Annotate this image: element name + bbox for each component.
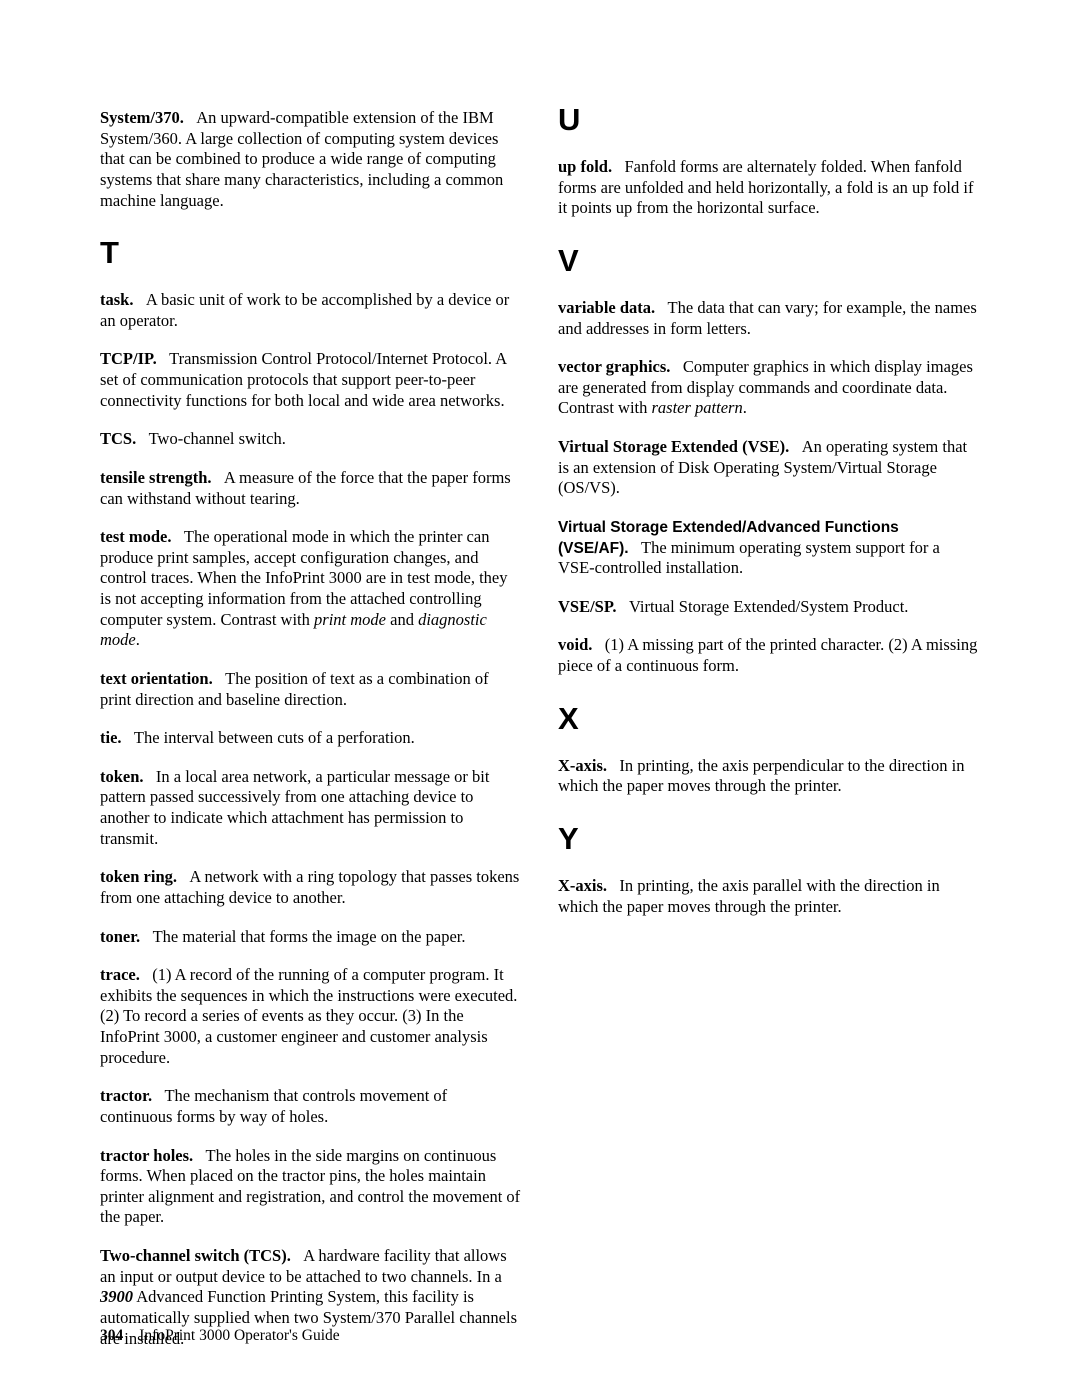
glossary-entry: token. In a local area network, a partic… [100,767,522,850]
term-line: Virtual Storage Extended/Advanced Functi… [558,519,899,536]
definition: The mechanism that controls movement of … [100,1086,447,1126]
section-letter-t: T [100,237,522,268]
glossary-entry: up fold. Fanfold forms are alternately f… [558,157,980,219]
glossary-entry: vector graphics. Computer graphics in wh… [558,357,980,419]
term: Two-channel switch (TCS). [100,1246,291,1265]
definition: A basic unit of work to be accomplished … [100,290,509,330]
glossary-entry: void. (1) A missing part of the printed … [558,635,980,676]
definition: In printing, the axis parallel with the … [558,876,940,916]
section-letter-v: V [558,245,980,276]
glossary-entry: tractor. The mechanism that controls mov… [100,1086,522,1127]
definition: (1) A record of the running of a compute… [100,965,517,1067]
glossary-entry: token ring. A network with a ring topolo… [100,867,522,908]
term: void. [558,635,592,654]
term: trace. [100,965,140,984]
glossary-entry: toner. The material that forms the image… [100,927,522,948]
term: tensile strength. [100,468,212,487]
definition: The material that forms the image on the… [153,927,466,946]
glossary-entry: test mode. The operational mode in which… [100,527,522,651]
glossary-entry: tie. The interval between cuts of a perf… [100,728,522,749]
columns: System/370. An upward-compatible extensi… [100,108,980,1367]
term: tie. [100,728,122,747]
term: token ring. [100,867,177,886]
term: VSE/SP. [558,597,617,616]
term: tractor. [100,1086,152,1105]
definition: Transmission Control Protocol/Internet P… [100,349,506,409]
definition-part: . [136,630,140,649]
definition: Fanfold forms are alternately folded. Wh… [558,157,973,217]
column-right: U up fold. Fanfold forms are alternately… [558,108,980,1367]
glossary-entry: Virtual Storage Extended (VSE). An opera… [558,437,980,499]
term: up fold. [558,157,612,176]
glossary-entry: Virtual Storage Extended/Advanced Functi… [558,517,980,579]
term: task. [100,290,133,309]
glossary-entry: VSE/SP. Virtual Storage Extended/System … [558,597,980,618]
glossary-entry: X-axis. In printing, the axis parallel w… [558,876,980,917]
term: X-axis. [558,756,607,775]
term: toner. [100,927,140,946]
glossary-entry: System/370. An upward-compatible extensi… [100,108,522,211]
definition-part: . [743,398,747,417]
term: TCS. [100,429,136,448]
definition: Virtual Storage Extended/System Product. [629,597,908,616]
glossary-entry: task. A basic unit of work to be accompl… [100,290,522,331]
column-left: System/370. An upward-compatible extensi… [100,108,522,1367]
glossary-entry: tensile strength. A measure of the force… [100,468,522,509]
italic-term: raster pattern [652,398,743,417]
definition: In a local area network, a particular me… [100,767,489,848]
term: text orientation. [100,669,213,688]
term: variable data. [558,298,655,317]
page-number: 304 [100,1327,123,1344]
section-letter-y: Y [558,823,980,854]
glossary-entry: TCP/IP. Transmission Control Protocol/In… [100,349,522,411]
term: vector graphics. [558,357,670,376]
definition: (1) A missing part of the printed charac… [558,635,977,675]
glossary-entry: TCS. Two-channel switch. [100,429,522,450]
term: X-axis. [558,876,607,895]
bold-italic-term: 3900 [100,1287,133,1306]
italic-term: print mode [314,610,386,629]
glossary-entry: X-axis. In printing, the axis perpendicu… [558,756,980,797]
definition: Two-channel switch. [149,429,286,448]
glossary-entry: tractor holes. The holes in the side mar… [100,1146,522,1229]
page: System/370. An upward-compatible extensi… [0,0,1080,1397]
term: Virtual Storage Extended (VSE). [558,437,789,456]
section-letter-x: X [558,703,980,734]
term-line: (VSE/AF). [558,540,629,557]
footer-title: InfoPrint 3000 Operator's Guide [139,1327,339,1344]
glossary-entry: trace. (1) A record of the running of a … [100,965,522,1068]
definition-part: and [386,610,418,629]
term: System/370. [100,108,184,127]
glossary-entry: variable data. The data that can vary; f… [558,298,980,339]
term: TCP/IP. [100,349,157,368]
page-footer: 304 InfoPrint 3000 Operator's Guide [100,1327,340,1345]
term: test mode. [100,527,171,546]
definition: The interval between cuts of a perforati… [134,728,415,747]
section-letter-u: U [558,104,980,135]
term: tractor holes. [100,1146,193,1165]
glossary-entry: text orientation. The position of text a… [100,669,522,710]
term: token. [100,767,144,786]
definition: In printing, the axis perpendicular to t… [558,756,964,796]
